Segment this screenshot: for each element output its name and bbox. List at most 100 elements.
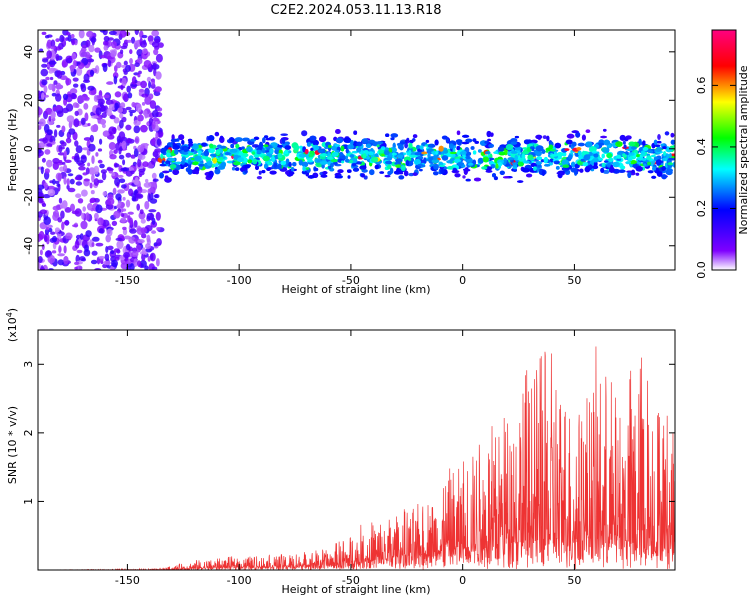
heat-cell <box>133 40 139 50</box>
heat-cell <box>224 152 231 156</box>
heat-cell <box>666 168 673 173</box>
heat-cell <box>47 189 56 196</box>
heat-cell <box>76 249 83 254</box>
heat-cell <box>514 154 518 161</box>
heat-cell <box>44 168 50 174</box>
heat-cell <box>102 130 110 137</box>
heat-cell <box>347 169 352 173</box>
heat-cell <box>87 85 95 91</box>
heat-cell <box>380 146 386 151</box>
heat-cell <box>427 143 436 148</box>
heat-cell <box>561 159 569 166</box>
heat-cell <box>592 157 599 163</box>
heat-cell <box>498 151 506 156</box>
heat-cell <box>616 158 622 161</box>
heat-cell <box>38 138 47 142</box>
heat-cell <box>41 203 47 207</box>
heat-cell <box>46 39 52 49</box>
heat-cell <box>634 149 638 154</box>
heat-cell <box>593 153 599 158</box>
heat-cell <box>435 150 439 155</box>
heat-cell <box>69 88 78 95</box>
heat-cell <box>74 140 79 147</box>
heat-cell <box>562 151 567 157</box>
heat-cell <box>135 244 142 253</box>
heat-cell <box>349 139 354 146</box>
heat-cell <box>660 143 665 146</box>
heat-cell <box>114 205 117 210</box>
heat-cell <box>151 172 157 180</box>
heat-cell <box>120 102 126 109</box>
heat-cell <box>409 154 417 158</box>
heat-cell <box>85 212 90 221</box>
heat-cell <box>152 151 159 158</box>
heat-cell <box>75 193 82 198</box>
heat-cell <box>301 161 309 168</box>
heat-cell <box>485 170 493 173</box>
heat-cell <box>63 220 70 225</box>
heat-cell <box>106 228 113 237</box>
heat-cell <box>135 103 142 113</box>
heat-cell <box>114 102 119 111</box>
heat-cell <box>133 179 139 186</box>
heat-cell <box>101 123 106 129</box>
heat-cell <box>123 39 129 45</box>
heat-cell <box>513 169 517 172</box>
heat-cell <box>63 164 68 173</box>
heat-cell <box>119 30 127 38</box>
heat-cell <box>656 146 662 153</box>
heat-cell <box>381 153 385 157</box>
heat-cell <box>638 138 642 145</box>
heat-cell <box>147 188 152 195</box>
x-tick-label: -50 <box>342 574 360 587</box>
heat-cell <box>133 148 139 158</box>
heat-cell <box>157 131 163 137</box>
heat-cell <box>39 249 43 256</box>
heat-cell <box>101 171 107 181</box>
heat-cell <box>57 173 62 182</box>
heat-cell <box>78 166 86 171</box>
y-tick-label: 40 <box>22 45 35 59</box>
heat-cell <box>360 173 365 178</box>
heat-cell <box>207 175 214 178</box>
heat-cell <box>112 187 117 195</box>
heat-cell <box>456 146 461 151</box>
heat-cell <box>152 62 157 71</box>
heat-cell <box>72 77 79 82</box>
heat-cell <box>463 168 468 175</box>
heat-cell <box>478 149 482 153</box>
heat-cell <box>252 158 258 165</box>
heat-cell <box>83 137 92 141</box>
heat-cell <box>235 167 240 171</box>
heat-cell <box>600 167 605 173</box>
heat-cell <box>75 145 83 154</box>
heat-cell <box>203 150 209 157</box>
heat-cell <box>667 162 673 166</box>
heat-cell <box>414 152 422 156</box>
heat-cell <box>188 152 194 156</box>
heat-cell <box>535 134 543 140</box>
spectrogram-x-ticks: -150 -100 -50 0 50 <box>115 30 581 287</box>
spectrogram-x-axis-title: Height of straight line (km) <box>281 283 430 296</box>
heat-cell <box>55 82 62 90</box>
heat-cell <box>473 177 482 182</box>
heat-cell <box>253 136 260 140</box>
heat-cell <box>80 84 87 93</box>
heat-cell <box>577 142 585 147</box>
heat-cell <box>125 265 131 270</box>
heat-cell <box>255 165 259 170</box>
heat-cell <box>642 147 649 151</box>
heat-cell <box>455 139 463 144</box>
y-tick-label: 3 <box>22 361 35 368</box>
heat-cell <box>230 143 235 149</box>
heat-cell <box>592 165 599 170</box>
heat-cell <box>512 163 518 170</box>
heat-cell <box>387 164 392 170</box>
heat-cell <box>58 245 62 254</box>
heat-cell <box>640 150 646 156</box>
heat-cell <box>53 80 58 85</box>
heat-cell <box>140 40 147 48</box>
colorbar-title: Normalized spectral amplitude <box>737 65 750 234</box>
heat-cell <box>462 155 467 160</box>
heat-cell <box>151 266 158 270</box>
